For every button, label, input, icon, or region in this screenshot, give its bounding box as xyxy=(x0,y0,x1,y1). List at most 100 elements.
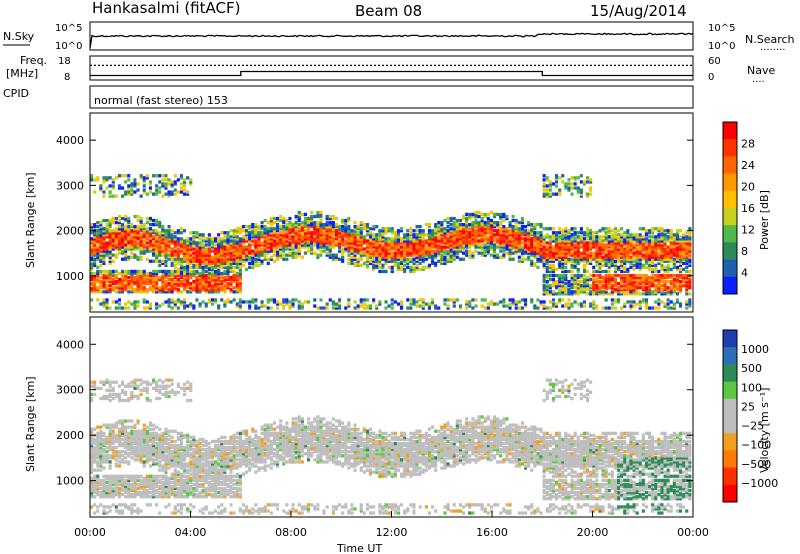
power-cell xyxy=(493,302,497,306)
power-cell xyxy=(251,237,255,241)
power-cell xyxy=(285,235,289,239)
station-title: Hankasalmi (fitACF) xyxy=(92,0,240,17)
power-cell xyxy=(505,235,509,239)
velocity-cell xyxy=(99,493,103,497)
power-cell xyxy=(229,261,233,265)
power-cell xyxy=(148,182,152,186)
power-cell xyxy=(421,257,425,261)
power-cell xyxy=(207,288,211,292)
power-cell xyxy=(362,235,366,239)
power-cell xyxy=(251,298,255,302)
power-cell xyxy=(654,300,658,304)
power-cell xyxy=(217,288,221,292)
power-cell xyxy=(455,245,459,249)
power-cell xyxy=(300,227,304,231)
power-cell xyxy=(431,261,435,265)
power-cell xyxy=(685,306,689,310)
power-cell xyxy=(589,237,593,241)
power-cell xyxy=(127,216,131,221)
power-cell xyxy=(499,300,503,304)
power-cell xyxy=(158,286,162,290)
power-cell xyxy=(220,280,224,284)
power-cell xyxy=(489,229,493,233)
power-cell xyxy=(142,269,146,274)
power-cell xyxy=(462,243,466,247)
power-cell xyxy=(192,247,196,251)
power-cell xyxy=(127,239,131,243)
velocity-cell xyxy=(102,488,106,493)
power-cell xyxy=(210,255,214,259)
power-cell xyxy=(465,225,469,229)
power-cell xyxy=(176,243,180,247)
power-cell xyxy=(592,282,596,286)
power-cell xyxy=(446,306,450,310)
power-cell xyxy=(468,223,472,227)
velocity-cell xyxy=(90,464,94,468)
power-cell xyxy=(133,241,137,245)
power-cell xyxy=(415,251,419,255)
power-cell xyxy=(449,255,453,259)
power-cell xyxy=(527,243,531,247)
power-cell xyxy=(573,261,577,265)
power-cell xyxy=(272,221,276,225)
power-cell xyxy=(607,231,611,235)
power-cell xyxy=(297,247,301,251)
power-cell xyxy=(99,245,103,249)
power-cell xyxy=(607,227,611,231)
power-cell xyxy=(257,306,261,310)
power-cell xyxy=(365,251,369,255)
power-cell xyxy=(666,259,670,263)
power-cell xyxy=(189,243,193,247)
power-cell xyxy=(319,233,323,237)
power-cell xyxy=(322,223,326,227)
power-cell xyxy=(586,282,590,286)
power-cell xyxy=(248,257,252,261)
power-cell xyxy=(586,180,590,184)
power-cell xyxy=(666,275,670,280)
power-cell xyxy=(514,231,518,235)
power-cell xyxy=(582,304,586,308)
power-cell xyxy=(96,269,100,274)
power-cell xyxy=(657,275,661,280)
power-cell xyxy=(325,237,329,241)
power-cell xyxy=(375,251,379,255)
power-cell xyxy=(644,265,648,269)
power-cell xyxy=(586,253,590,257)
power-cell xyxy=(648,265,652,269)
power-cell xyxy=(235,265,239,269)
power-cell xyxy=(542,178,546,182)
power-cell xyxy=(161,282,165,286)
power-cell xyxy=(576,286,580,290)
power-cell xyxy=(328,249,332,253)
power-cell xyxy=(679,245,683,249)
power-cell xyxy=(167,239,171,243)
power-cell xyxy=(489,218,493,223)
power-cell xyxy=(378,235,382,239)
power-cell xyxy=(607,275,611,280)
power-cell xyxy=(334,216,338,221)
power-cell xyxy=(384,247,388,251)
power-cell xyxy=(102,235,106,239)
power-cell xyxy=(207,267,211,272)
power-cell xyxy=(121,233,125,237)
power-cell xyxy=(347,216,351,221)
power-cell xyxy=(468,233,472,237)
power-cell xyxy=(365,298,369,302)
velocity-cell xyxy=(111,392,115,397)
power-cell xyxy=(403,255,407,259)
power-cell xyxy=(192,282,196,286)
power-cell xyxy=(347,243,351,247)
power-cell xyxy=(641,273,645,278)
power-cell xyxy=(443,239,447,243)
power-cell xyxy=(272,229,276,233)
power-cell xyxy=(567,269,571,274)
power-cell xyxy=(319,239,323,243)
power-cell xyxy=(620,280,624,284)
power-cell xyxy=(257,263,261,267)
power-cell xyxy=(158,225,162,229)
power-cell xyxy=(387,304,391,308)
power-cell xyxy=(623,304,627,308)
power-cell xyxy=(505,231,509,235)
power-cell xyxy=(164,186,168,190)
